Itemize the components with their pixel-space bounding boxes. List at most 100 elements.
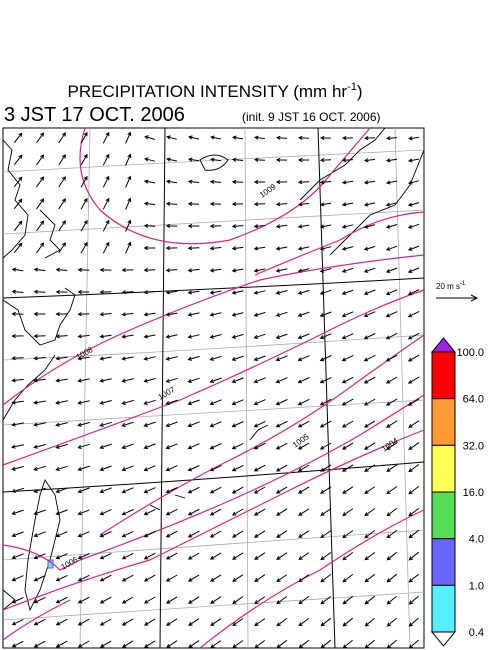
wind-arrow (121, 552, 134, 560)
wind-arrow (102, 175, 110, 188)
wind-arrow (122, 640, 134, 648)
wind-arrow (276, 639, 288, 649)
wind-arrow (231, 201, 244, 207)
wind-arrow (231, 464, 244, 472)
wind-arrow (231, 246, 244, 251)
wind-arrow (297, 420, 310, 428)
wind-arrow (165, 465, 178, 472)
wind-arrow (210, 552, 222, 560)
wind-arrow (121, 574, 134, 582)
wind-arrow (13, 132, 23, 144)
wind-arrow (209, 157, 222, 162)
wind-arrow (253, 442, 266, 450)
wind-arrow (320, 596, 332, 605)
wind-arrow (385, 332, 398, 340)
wind-arrow (11, 509, 24, 515)
wind-arrow (254, 574, 266, 583)
wind-arrow (11, 487, 24, 493)
wind-arrow (165, 530, 178, 538)
colorbar-segment (431, 538, 456, 586)
wind-arrow (210, 596, 222, 604)
wind-arrow (143, 201, 156, 206)
wind-arrow (253, 311, 266, 317)
wind-arrow (341, 333, 354, 340)
wind-arrow (209, 486, 222, 494)
wind-arrow (11, 378, 24, 383)
wind-arrow (187, 223, 200, 229)
colorbar-segment (431, 584, 456, 633)
wind-arrow (165, 487, 178, 494)
wind-arrow (320, 508, 332, 516)
wind-arrow (55, 574, 68, 582)
wind-arrow (121, 596, 134, 604)
vector-legend-arrow (436, 294, 479, 302)
wind-arrow (276, 135, 287, 140)
wind-arrow (187, 552, 200, 560)
wind-arrow (77, 487, 90, 494)
wind-arrow (143, 574, 156, 582)
wind-arrow (364, 530, 376, 539)
wind-arrow (77, 334, 90, 339)
wind-arrow (33, 509, 46, 516)
wind-arrow (80, 131, 88, 144)
wind-arrow (165, 334, 178, 339)
vector-legend-exponent: -1 (460, 281, 466, 287)
wind-arrow (386, 595, 397, 605)
wind-arrow (408, 551, 420, 561)
wind-arrow (33, 444, 46, 449)
wind-arrow (99, 487, 112, 494)
wind-arrow (13, 176, 23, 188)
wind-arrow (341, 224, 354, 229)
wind-arrow (385, 202, 398, 207)
title-text: PRECIPITATION INTENSITY (mm hr (67, 82, 347, 101)
wind-arrow (275, 377, 288, 384)
wind-arrow (408, 508, 420, 517)
wind-arrow (319, 268, 332, 273)
wind-arrow (386, 136, 397, 141)
wind-arrow (11, 531, 24, 538)
wind-arrow (77, 378, 90, 383)
wind-arrow (385, 245, 398, 251)
wind-arrow (232, 552, 244, 560)
wind-arrow (298, 486, 310, 494)
wind-arrow (77, 289, 90, 295)
vector-legend-label: 20 m s-1 (436, 281, 466, 291)
wind-arrow (298, 552, 310, 560)
wind-arrow (275, 311, 288, 317)
wind-arrow (386, 508, 398, 517)
wind-arrow (144, 618, 156, 626)
wind-arrow (363, 158, 376, 163)
wind-arrow (408, 486, 420, 495)
wind-arrow (342, 595, 354, 605)
wind-arrow (319, 224, 332, 229)
map-frame (2, 127, 425, 649)
wind-arrow (319, 420, 332, 428)
wind-arrow (166, 640, 178, 648)
wind-arrow (319, 442, 332, 450)
wind-arrow (58, 220, 66, 232)
wind-arrow (408, 573, 419, 583)
wind-arrow (407, 354, 420, 362)
wind-arrow (342, 574, 354, 583)
wind-arrow (210, 618, 222, 627)
wind-arrow (187, 465, 200, 472)
wind-arrow (253, 333, 266, 339)
wind-arrow (33, 465, 46, 471)
wind-arrow (297, 180, 310, 185)
wind-arrow (275, 290, 288, 295)
wind-arrow (231, 290, 244, 295)
wind-arrow (386, 442, 398, 450)
wind-arrow (99, 618, 112, 626)
wind-arrow (99, 443, 112, 449)
wind-arrow (99, 596, 112, 604)
wind-arrow (11, 597, 24, 604)
wind-arrow (341, 180, 354, 185)
wind-arrow (143, 421, 156, 427)
wind-arrow (407, 332, 420, 340)
wind-arrow (209, 508, 222, 516)
wind-arrow (121, 378, 134, 383)
wind-arrow (407, 202, 420, 207)
wind-arrow (253, 179, 266, 185)
wind-arrow (275, 246, 288, 251)
wind-arrow (276, 552, 288, 560)
